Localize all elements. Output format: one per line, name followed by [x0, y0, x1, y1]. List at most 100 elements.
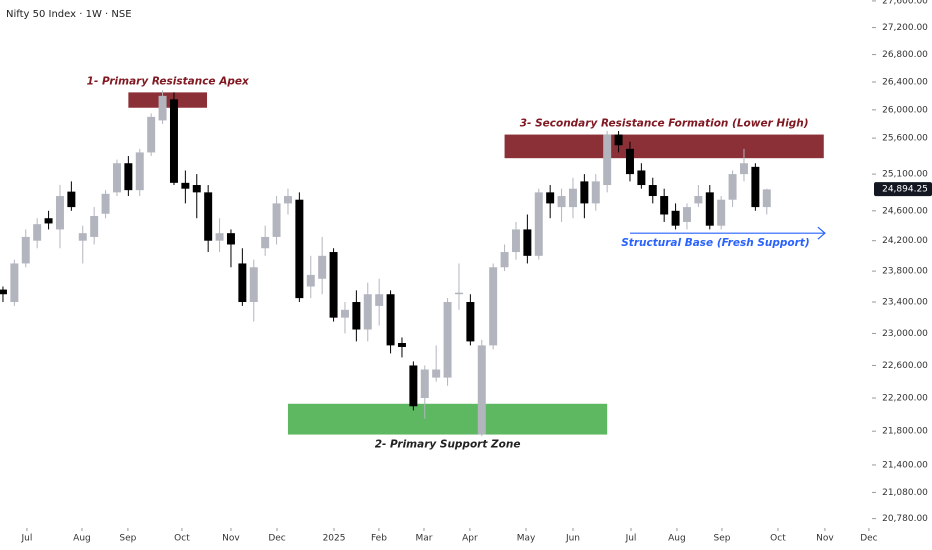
zone	[128, 92, 208, 108]
arrow-label: Structural Base (Fresh Support)	[621, 237, 809, 249]
candle-body	[169, 99, 178, 183]
candle-body	[204, 192, 213, 241]
candle-body	[192, 185, 201, 193]
candle-body	[671, 210, 680, 226]
candle-body	[135, 152, 144, 191]
candle-body	[363, 294, 372, 330]
zone-label: 1- Primary Resistance Apex	[87, 75, 250, 87]
candle-body	[625, 148, 634, 175]
candle-body	[0, 289, 7, 295]
y-tick-label: 26,000.00	[882, 105, 928, 115]
candle-body	[158, 95, 167, 121]
candle-body	[33, 224, 42, 241]
candle-body	[682, 207, 691, 222]
y-tick-label: 22,600.00	[882, 361, 928, 371]
candle-body	[500, 252, 509, 268]
candle-body	[489, 267, 498, 346]
y-tick-label: 24,600.00	[882, 206, 928, 216]
y-tick-label: 21,400.00	[882, 460, 928, 470]
zone	[504, 134, 824, 159]
candle-body	[10, 263, 19, 303]
candle-body	[546, 192, 555, 204]
zone-label: 2- Primary Support Zone	[375, 439, 521, 451]
candle-body	[432, 369, 441, 378]
candle-body	[215, 233, 224, 241]
candle-body	[511, 229, 520, 253]
candle-body	[739, 163, 748, 175]
y-tick-label: 25,100.00	[882, 170, 928, 180]
candle-body	[181, 182, 190, 189]
candle-body	[591, 181, 600, 204]
zone	[287, 403, 608, 435]
y-tick-label: 26,400.00	[882, 77, 928, 87]
candle-body	[523, 229, 532, 256]
x-tick-label: Nov	[222, 534, 240, 544]
candle-body	[409, 365, 418, 407]
x-tick-label: Jun	[565, 534, 580, 544]
candle-body	[386, 294, 395, 346]
candle-body	[534, 192, 543, 256]
candle-body	[272, 203, 281, 237]
x-tick-label: Oct	[174, 534, 190, 544]
x-tick-label: 2025	[323, 534, 346, 544]
candle-body	[78, 233, 87, 241]
candle-body	[295, 199, 304, 299]
zone-label: 3- Secondary Resistance Formation (Lower…	[520, 118, 809, 130]
candle-body	[694, 196, 703, 204]
x-tick-label: Apr	[462, 534, 478, 544]
y-tick-label: 23,000.00	[882, 329, 928, 339]
candle-body	[44, 218, 53, 224]
candle-body	[717, 199, 726, 226]
y-tick-label: 21,800.00	[882, 427, 928, 437]
y-tick-label: 22,200.00	[882, 394, 928, 404]
x-tick-label: Mar	[415, 534, 432, 544]
x-tick-label: Oct	[770, 534, 786, 544]
candle-body	[340, 309, 349, 318]
candle-body	[101, 193, 110, 214]
candle-body	[329, 252, 338, 318]
last-price-box	[874, 182, 932, 197]
candle-body	[660, 196, 669, 215]
x-tick-label: Dec	[268, 534, 285, 544]
candle-body	[762, 189, 771, 208]
candle-body	[603, 134, 612, 186]
last-price-label: 24,894.25	[882, 185, 928, 195]
candle-body	[261, 236, 270, 249]
candle-body	[352, 302, 361, 330]
candle-body	[306, 274, 315, 287]
x-tick-label: Nov	[816, 534, 834, 544]
x-tick-label: Sep	[119, 534, 136, 544]
x-tick-label: May	[517, 534, 536, 544]
y-tick-label: 20,780.00	[882, 514, 928, 524]
candle-body	[124, 163, 133, 191]
candle-body	[90, 215, 99, 237]
candle-body	[751, 166, 760, 208]
y-tick-label: 24,200.00	[882, 236, 928, 246]
candle-body	[318, 255, 327, 279]
x-tick-label: Jul	[625, 534, 637, 544]
candle-body	[705, 192, 714, 226]
candle-body	[147, 116, 156, 153]
y-tick-label: 27,600.00	[882, 0, 928, 6]
x-tick-label: Dec	[860, 534, 877, 544]
candle-body	[375, 294, 384, 306]
candle-body	[226, 233, 235, 245]
x-tick-label: Feb	[371, 534, 387, 544]
y-tick-label: 26,800.00	[882, 50, 928, 60]
candle-body	[238, 263, 247, 303]
y-tick-label: 23,800.00	[882, 267, 928, 277]
candle-body	[21, 236, 30, 264]
y-tick-label: 21,080.00	[882, 488, 928, 498]
candle-body	[420, 369, 429, 399]
arrow-head	[817, 226, 826, 240]
candle-body	[648, 185, 657, 197]
candle-body	[283, 196, 292, 204]
candle-body	[249, 267, 258, 303]
x-tick-label: Aug	[668, 534, 686, 544]
y-tick-label: 23,400.00	[882, 298, 928, 308]
chart-title: Nifty 50 Index · 1W · NSE	[6, 9, 132, 20]
candle-body	[637, 170, 646, 186]
candle-body	[67, 191, 76, 208]
